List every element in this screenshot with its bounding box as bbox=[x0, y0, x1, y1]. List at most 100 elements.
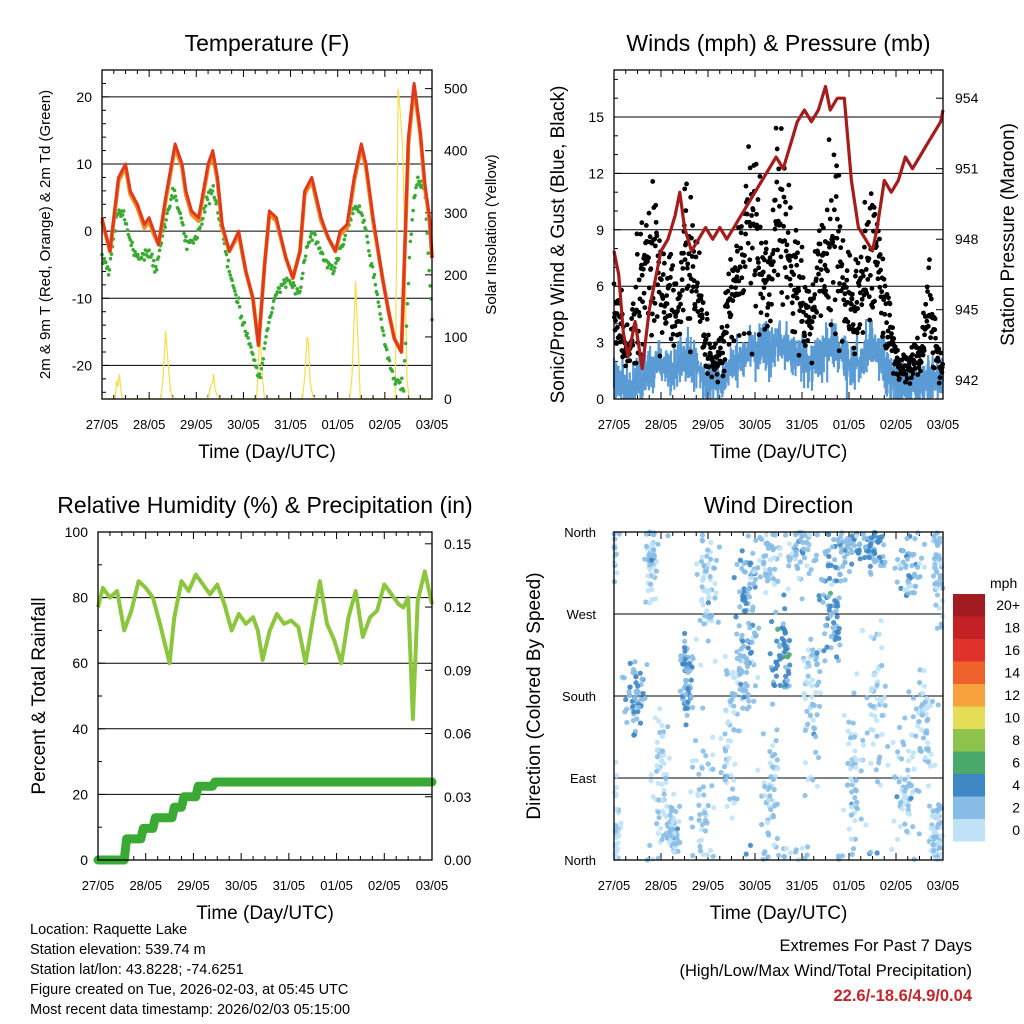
direction-point bbox=[854, 799, 860, 805]
wind-gust-point bbox=[634, 251, 640, 257]
direction-point bbox=[731, 575, 737, 581]
direction-point bbox=[689, 704, 696, 711]
x-tick-label: 29/05 bbox=[177, 878, 210, 893]
direction-point bbox=[659, 758, 665, 764]
dewpoint-point bbox=[268, 313, 273, 318]
direction-point bbox=[777, 642, 783, 648]
wind-gust-point bbox=[691, 278, 697, 284]
x-tick-label: 01/05 bbox=[320, 878, 353, 893]
dewpoint-point bbox=[142, 258, 147, 262]
direction-point bbox=[659, 722, 665, 729]
direction-point bbox=[700, 705, 706, 711]
wind-gust-point bbox=[755, 260, 761, 265]
wind-gust-point bbox=[756, 332, 762, 338]
direction-point bbox=[935, 702, 941, 708]
direction-point bbox=[740, 638, 746, 644]
direction-point bbox=[632, 695, 638, 701]
direction-point bbox=[722, 653, 728, 659]
wind-gust-point bbox=[772, 226, 778, 232]
dewpoint-point bbox=[258, 375, 263, 380]
direction-point bbox=[712, 581, 718, 587]
dewpoint-point bbox=[226, 258, 231, 263]
direction-point bbox=[744, 669, 750, 675]
direction-point bbox=[910, 695, 917, 701]
wind-gust-point bbox=[699, 307, 705, 313]
direction-point bbox=[786, 541, 793, 547]
direction-point bbox=[852, 836, 858, 842]
wind-gust-point bbox=[637, 313, 642, 319]
wind-gust-point bbox=[614, 341, 620, 346]
direction-point bbox=[657, 706, 663, 712]
x-tick-label: 01/05 bbox=[833, 417, 866, 432]
wind-gust-point bbox=[690, 264, 696, 269]
direction-point bbox=[710, 752, 716, 758]
dewpoint-point bbox=[333, 265, 337, 270]
direction-point bbox=[826, 553, 832, 560]
dewpoint-series bbox=[100, 175, 434, 393]
direction-point bbox=[783, 682, 789, 688]
direction-point bbox=[784, 677, 791, 684]
direction-point bbox=[630, 666, 637, 673]
direction-point bbox=[746, 620, 752, 626]
direction-point bbox=[737, 652, 743, 658]
direction-point bbox=[915, 530, 921, 536]
direction-point bbox=[879, 662, 885, 669]
x-tick-label: 02/05 bbox=[880, 417, 913, 432]
direction-point bbox=[937, 535, 943, 541]
wind-gust-point bbox=[896, 376, 902, 382]
wind-gust-point bbox=[796, 288, 802, 294]
wind-gust-point bbox=[654, 314, 660, 319]
direction-point bbox=[799, 596, 805, 602]
direction-point bbox=[839, 853, 846, 859]
direction-point bbox=[836, 538, 842, 544]
y2-tick-label: 0.00 bbox=[444, 852, 471, 868]
x-tick-label: 28/05 bbox=[645, 417, 678, 432]
direction-point bbox=[849, 789, 855, 795]
direction-point bbox=[874, 733, 880, 739]
wind-gust-point bbox=[814, 265, 820, 271]
direction-point bbox=[663, 779, 669, 785]
dewpoint-point bbox=[228, 273, 233, 277]
wind-gust-point bbox=[743, 183, 749, 189]
direction-point bbox=[822, 631, 828, 637]
direction-point bbox=[904, 535, 910, 542]
direction-point bbox=[776, 852, 782, 858]
direction-point bbox=[849, 561, 855, 567]
direction-point bbox=[612, 536, 618, 542]
wind-gust-point bbox=[778, 126, 784, 131]
wind-gust-point bbox=[742, 253, 747, 258]
direction-point bbox=[793, 542, 799, 548]
direction-point bbox=[836, 856, 842, 862]
direction-point bbox=[782, 854, 788, 860]
direction-point bbox=[914, 564, 921, 570]
direction-point bbox=[702, 828, 709, 834]
wind-gust-point bbox=[802, 284, 808, 290]
direction-point bbox=[655, 809, 661, 815]
dewpoint-point bbox=[378, 312, 382, 316]
direction-point bbox=[792, 532, 799, 538]
wind-gust-point bbox=[932, 316, 938, 322]
wind-gust-point bbox=[651, 318, 657, 323]
wind-gust-point bbox=[663, 320, 669, 326]
dewpoint-point bbox=[185, 247, 189, 252]
direction-point bbox=[647, 567, 653, 573]
x-axis-label: Time (Day/UTC) bbox=[196, 903, 334, 924]
direction-point bbox=[854, 806, 861, 812]
direction-point bbox=[731, 709, 737, 715]
direction-point bbox=[787, 662, 793, 668]
direction-point bbox=[921, 706, 927, 713]
direction-point bbox=[826, 593, 832, 600]
direction-point bbox=[882, 702, 888, 709]
direction-point bbox=[707, 847, 714, 853]
direction-point bbox=[731, 777, 737, 784]
direction-point bbox=[699, 532, 706, 538]
wind-gust-point bbox=[649, 332, 654, 338]
dewpoint-point bbox=[325, 265, 330, 270]
wind-gust-point bbox=[834, 163, 839, 169]
direction-point bbox=[910, 750, 916, 756]
y2-tick-label: 300 bbox=[444, 205, 468, 221]
y-tick-label: 15 bbox=[588, 109, 604, 125]
wind-gust-point bbox=[722, 357, 728, 362]
wind-gust-point bbox=[786, 182, 792, 188]
wind-gust-point bbox=[886, 295, 891, 301]
